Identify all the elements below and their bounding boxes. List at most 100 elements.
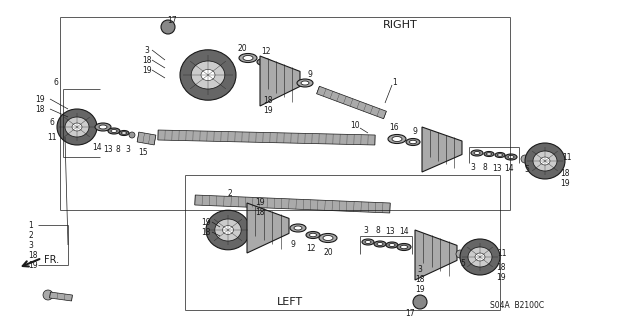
Ellipse shape: [460, 239, 500, 275]
Polygon shape: [195, 195, 390, 213]
Text: 19: 19: [255, 197, 265, 206]
Text: 18: 18: [28, 251, 37, 260]
Text: 14: 14: [92, 142, 102, 151]
Text: 8: 8: [116, 145, 120, 154]
Ellipse shape: [257, 59, 271, 66]
Text: 11: 11: [47, 132, 57, 141]
Ellipse shape: [401, 245, 408, 249]
Text: FR.: FR.: [44, 255, 59, 265]
Text: 8: 8: [375, 226, 380, 235]
Text: 6: 6: [54, 77, 58, 86]
Text: 2: 2: [28, 230, 33, 239]
Text: 5: 5: [525, 164, 529, 173]
Text: 19: 19: [415, 285, 425, 294]
Text: 8: 8: [482, 163, 487, 172]
Ellipse shape: [223, 226, 234, 235]
Text: 19: 19: [263, 106, 273, 115]
Text: 5: 5: [461, 260, 465, 268]
Ellipse shape: [362, 239, 374, 245]
Text: 17: 17: [405, 309, 415, 318]
Text: 1: 1: [28, 220, 33, 229]
Text: 13: 13: [385, 227, 395, 236]
Ellipse shape: [505, 154, 517, 160]
Ellipse shape: [119, 131, 129, 135]
Text: 14: 14: [505, 164, 514, 172]
Ellipse shape: [471, 150, 483, 156]
Ellipse shape: [57, 109, 97, 145]
Text: 19: 19: [35, 94, 45, 103]
Text: 18: 18: [35, 105, 45, 114]
Ellipse shape: [301, 81, 309, 85]
Ellipse shape: [374, 241, 386, 247]
Ellipse shape: [99, 125, 107, 129]
Ellipse shape: [377, 243, 383, 245]
Text: 19: 19: [28, 260, 37, 269]
Text: 10: 10: [350, 121, 360, 130]
Text: 18: 18: [496, 262, 506, 271]
Text: 3: 3: [144, 45, 149, 54]
Ellipse shape: [484, 151, 494, 156]
Ellipse shape: [410, 140, 417, 144]
Text: 3: 3: [363, 226, 368, 235]
Ellipse shape: [243, 55, 253, 60]
Ellipse shape: [388, 134, 406, 143]
Ellipse shape: [180, 50, 236, 100]
Ellipse shape: [487, 153, 491, 155]
Ellipse shape: [474, 151, 480, 155]
Text: 13: 13: [103, 145, 113, 154]
Text: 18: 18: [142, 55, 152, 65]
Ellipse shape: [365, 241, 371, 244]
Text: 3: 3: [28, 241, 33, 250]
Text: 3: 3: [418, 266, 422, 275]
Circle shape: [521, 155, 529, 163]
Polygon shape: [158, 130, 375, 145]
Ellipse shape: [406, 139, 420, 146]
Ellipse shape: [468, 247, 492, 267]
Polygon shape: [49, 292, 72, 301]
Text: 14: 14: [399, 227, 409, 236]
Polygon shape: [247, 203, 289, 253]
Text: 13: 13: [492, 164, 502, 172]
Text: 18: 18: [263, 95, 273, 105]
Ellipse shape: [323, 236, 333, 241]
Text: 11: 11: [498, 250, 507, 259]
Text: 2: 2: [228, 188, 232, 197]
Text: 19: 19: [560, 179, 570, 188]
Ellipse shape: [306, 231, 320, 238]
Ellipse shape: [95, 123, 111, 131]
Ellipse shape: [206, 210, 250, 250]
Text: 11: 11: [562, 153, 572, 162]
Ellipse shape: [65, 117, 89, 137]
Polygon shape: [316, 86, 386, 119]
Circle shape: [129, 132, 135, 138]
Text: 18: 18: [201, 228, 211, 236]
Ellipse shape: [498, 154, 503, 156]
Text: S04A  B2100C: S04A B2100C: [490, 300, 544, 309]
Text: 6: 6: [49, 117, 54, 126]
Ellipse shape: [319, 234, 337, 243]
Text: 15: 15: [138, 148, 148, 156]
Ellipse shape: [386, 242, 398, 248]
Ellipse shape: [290, 224, 306, 232]
Text: 12: 12: [261, 46, 271, 55]
Ellipse shape: [389, 244, 395, 246]
Ellipse shape: [475, 253, 485, 261]
Circle shape: [413, 295, 427, 309]
Polygon shape: [415, 230, 457, 280]
Text: 3: 3: [470, 163, 475, 172]
Text: 16: 16: [389, 123, 399, 132]
Text: 9: 9: [308, 69, 313, 78]
Polygon shape: [260, 56, 300, 106]
Text: 20: 20: [237, 44, 247, 52]
Polygon shape: [422, 127, 462, 172]
Ellipse shape: [392, 137, 402, 141]
Ellipse shape: [294, 226, 302, 230]
Text: RIGHT: RIGHT: [382, 20, 417, 30]
Text: 1: 1: [392, 77, 398, 86]
Ellipse shape: [239, 53, 257, 62]
Ellipse shape: [122, 132, 127, 134]
Text: LEFT: LEFT: [277, 297, 303, 307]
Ellipse shape: [525, 143, 565, 179]
Text: 17: 17: [167, 15, 177, 25]
Text: 19: 19: [142, 66, 152, 75]
